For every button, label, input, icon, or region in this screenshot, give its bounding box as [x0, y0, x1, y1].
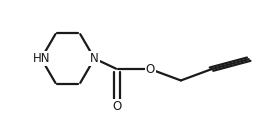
Text: N: N	[90, 52, 99, 65]
Text: HN: HN	[32, 52, 50, 65]
Text: O: O	[146, 63, 155, 76]
Text: O: O	[113, 100, 122, 113]
